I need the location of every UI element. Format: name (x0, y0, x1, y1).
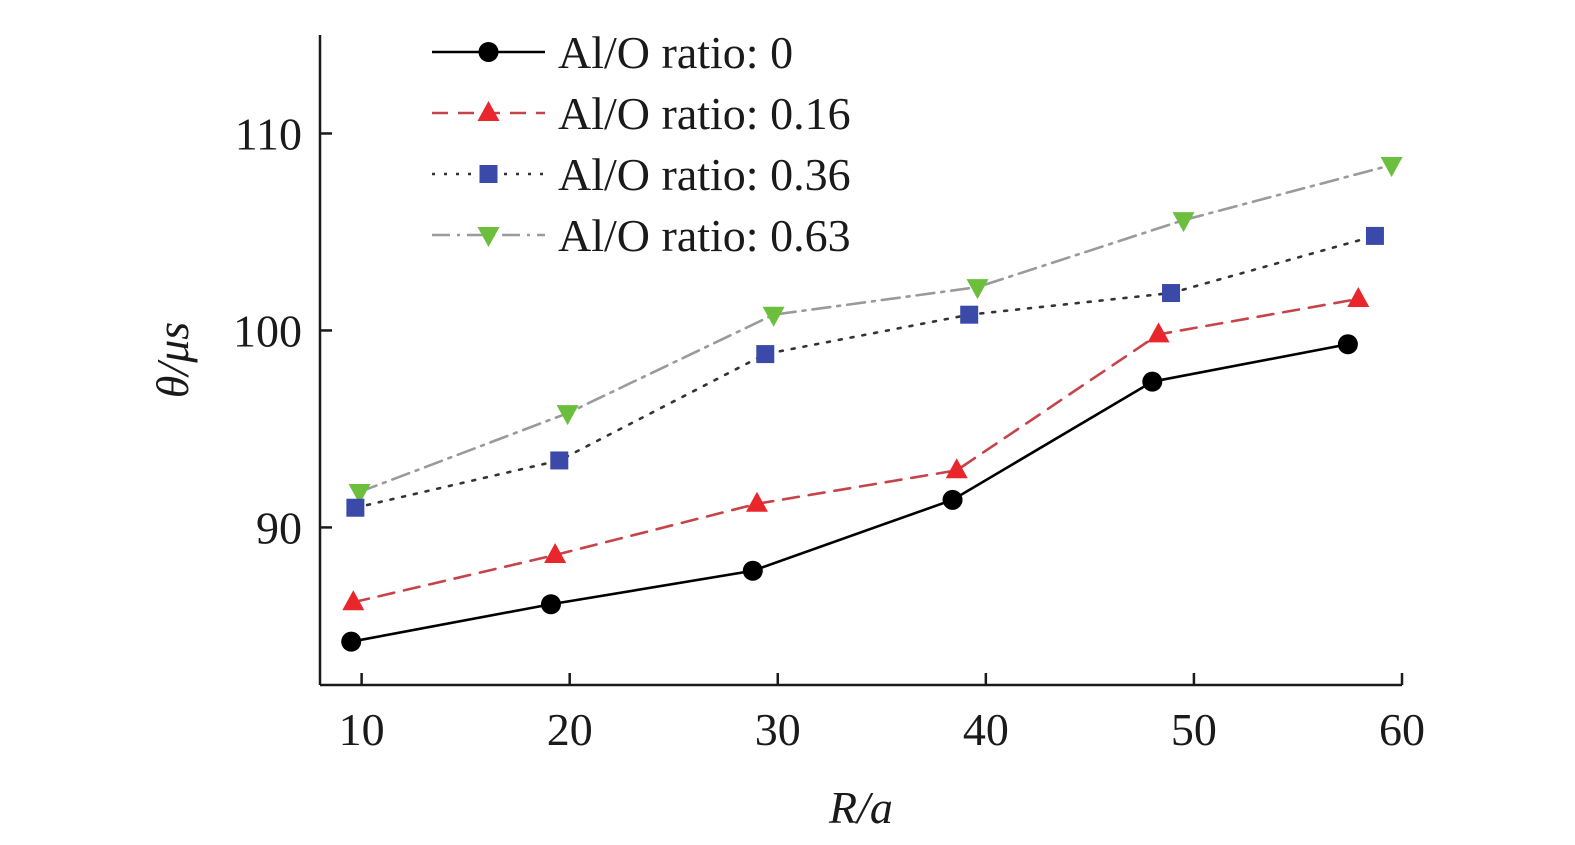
x-axis-title: R/a (828, 782, 893, 833)
y-tick-label: 100 (233, 305, 302, 356)
data-point (960, 305, 979, 324)
series-group (346, 226, 1384, 517)
x-tick-label: 50 (1171, 704, 1217, 755)
legend-label: Al/O ratio: 0.36 (558, 149, 851, 200)
legend-marker (477, 101, 500, 121)
series-group (348, 157, 1403, 504)
legend-marker (478, 42, 499, 62)
data-point (762, 306, 785, 327)
series-line (349, 342, 1350, 643)
data-point (341, 631, 362, 652)
legend: Al/O ratio: 0 Al/O ratio: 0.16 Al/O ratio:… (432, 27, 851, 261)
series-line (354, 234, 1377, 510)
data-point (550, 451, 569, 470)
x-tick-label: 40 (963, 704, 1009, 755)
data-point (1337, 334, 1358, 355)
legend-marker (479, 165, 498, 183)
data-point (348, 483, 371, 504)
series-group (342, 286, 1370, 611)
data-point (966, 279, 989, 300)
data-point (1162, 284, 1181, 303)
y-axis-title: θ/μs (147, 322, 198, 398)
data-point (945, 458, 968, 479)
series-line (351, 297, 1360, 604)
x-tick-label: 30 (755, 704, 801, 755)
axes: 10 20 30 40 50 60 90 100 110 (233, 35, 1425, 755)
legend-marker (477, 227, 500, 247)
data-point (540, 594, 561, 615)
data-point (1347, 286, 1370, 307)
data-point (742, 560, 763, 581)
series-layer (341, 157, 1403, 652)
x-tick-label: 20 (547, 704, 593, 755)
data-point (942, 489, 963, 510)
data-point (1365, 226, 1384, 245)
data-point (544, 543, 567, 563)
legend-label: Al/O ratio: 0 (558, 27, 793, 78)
y-tick-label: 90 (256, 502, 302, 553)
x-tick-label: 60 (1379, 704, 1425, 755)
data-point (1142, 371, 1163, 392)
series-line (358, 163, 1393, 494)
series-group (341, 334, 1358, 652)
data-point (1147, 322, 1170, 343)
x-tick-label: 10 (339, 704, 385, 755)
data-point (756, 345, 775, 364)
legend-label: Al/O ratio: 0.63 (558, 210, 851, 261)
data-point (1380, 157, 1403, 177)
data-point (346, 498, 365, 517)
y-tick-label: 110 (235, 108, 302, 159)
data-point (1172, 212, 1195, 233)
data-point (745, 491, 768, 512)
legend-label: Al/O ratio: 0.16 (558, 88, 851, 139)
data-point (342, 590, 365, 611)
data-point (556, 405, 579, 426)
